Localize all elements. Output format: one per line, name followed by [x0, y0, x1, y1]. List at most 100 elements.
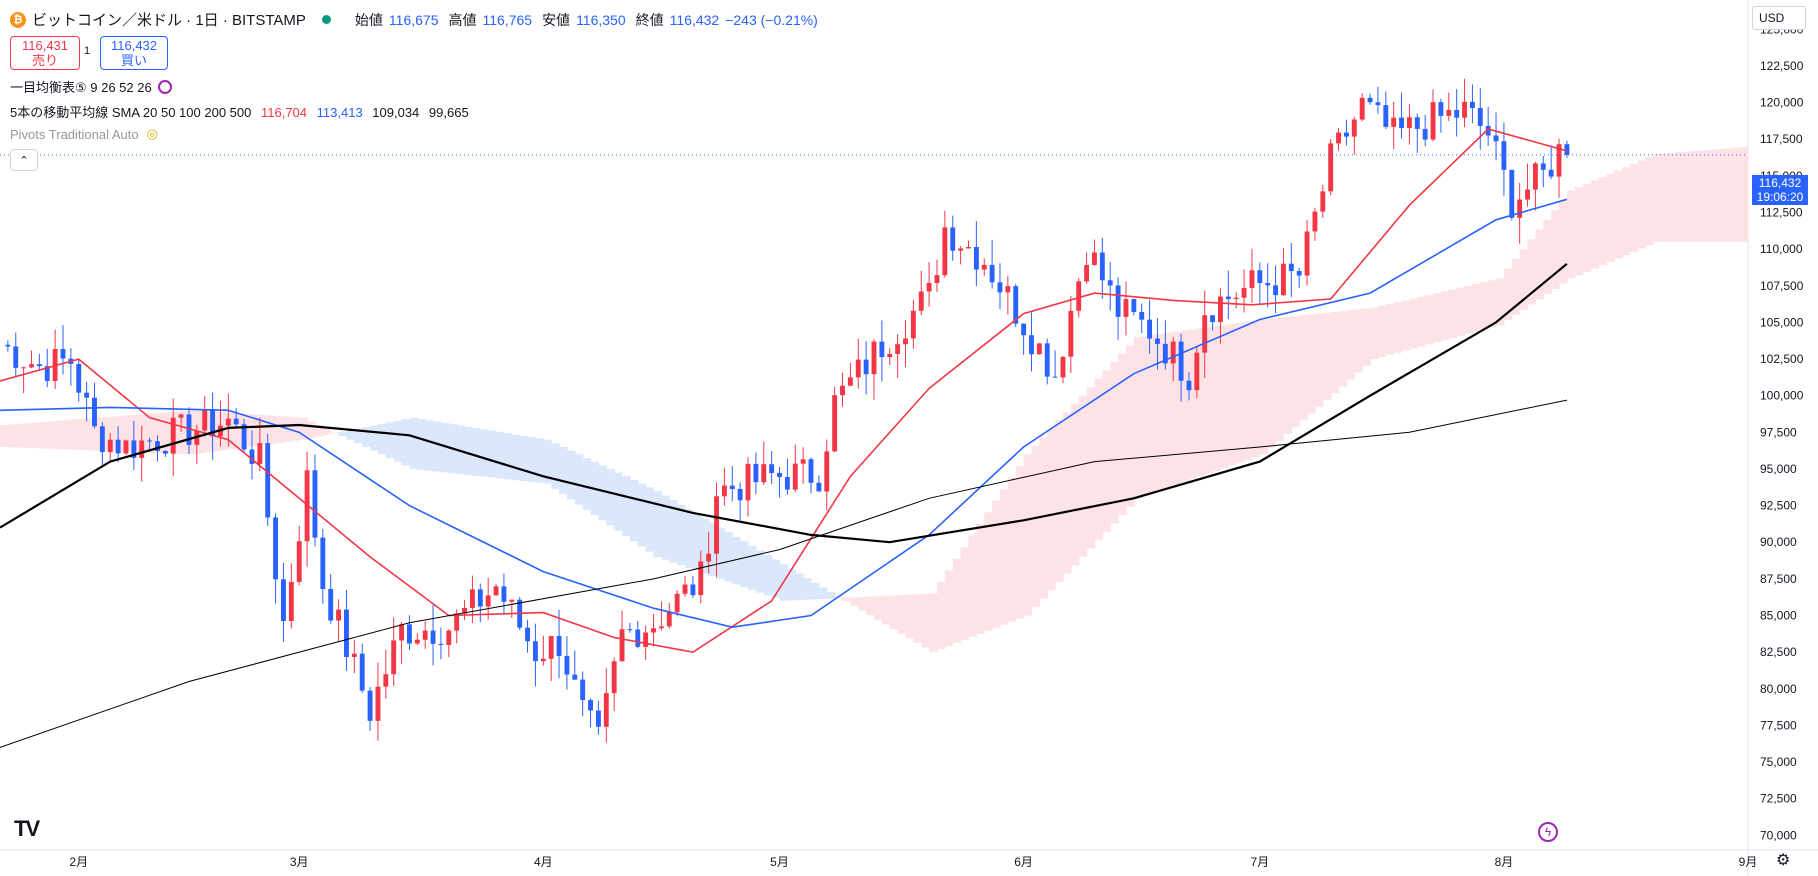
- candle-body: [1328, 143, 1334, 192]
- ichimoku-cloud-segment: [685, 509, 694, 568]
- y-tick-label: 80,000: [1760, 682, 1797, 696]
- y-tick-label: 77,500: [1760, 718, 1797, 732]
- ichimoku-cloud-segment: [905, 594, 914, 639]
- lightning-icon[interactable]: ϟ: [1538, 822, 1558, 842]
- candle-body: [1288, 263, 1294, 272]
- pivots-legend[interactable]: Pivots Traditional Auto ◎: [10, 126, 158, 142]
- ma-value-100: 109,034: [372, 105, 420, 120]
- ichimoku-cloud-segment: [409, 417, 418, 469]
- ichimoku-cloud-segment: [1440, 291, 1450, 341]
- ichimoku-cloud-segment: [1102, 370, 1111, 532]
- candle-body: [1501, 141, 1507, 170]
- candle-body: [1509, 169, 1515, 218]
- candle-body: [1084, 264, 1090, 282]
- ichimoku-cloud-segment: [456, 425, 466, 475]
- candle-body: [910, 310, 916, 339]
- ichimoku-cloud-segment: [1433, 293, 1442, 343]
- candle-body: [981, 264, 987, 270]
- ichimoku-cloud-segment: [1448, 289, 1458, 338]
- candle-body: [1296, 271, 1302, 276]
- ichimoku-cloud-segment: [1472, 283, 1481, 332]
- candle-body: [1233, 297, 1239, 300]
- candle-body: [76, 363, 82, 393]
- candle-body: [532, 641, 538, 662]
- candle-body: [5, 344, 11, 347]
- candle-body: [611, 661, 617, 694]
- low-value: 116,350: [576, 11, 626, 28]
- ichimoku-cloud-segment: [433, 421, 442, 472]
- ichimoku-cloud-segment: [1685, 151, 1694, 242]
- ichimoku-cloud-segment: [86, 418, 96, 451]
- ichimoku-cloud-segment: [1330, 311, 1340, 394]
- ichimoku-cloud-segment: [488, 430, 497, 478]
- y-tick-label: 110,000: [1760, 242, 1803, 256]
- buy-button[interactable]: 116,432 買い: [100, 36, 168, 70]
- candle-body: [509, 599, 515, 602]
- ichimoku-cloud-segment: [511, 434, 521, 481]
- market-status-dot: [321, 15, 331, 24]
- ichimoku-legend[interactable]: 一目均衡表⑤ 9 26 52 26: [10, 77, 172, 96]
- ichimoku-cloud-segment: [708, 523, 718, 577]
- candle-body: [1399, 117, 1404, 128]
- ichimoku-cloud-segment: [669, 500, 678, 563]
- ichimoku-cloud-segment: [1574, 187, 1584, 276]
- candle-body: [155, 441, 160, 451]
- ichimoku-cloud-segment: [1590, 180, 1599, 269]
- ichimoku-cloud-segment: [251, 414, 261, 446]
- ichimoku-cloud-segment: [23, 423, 33, 448]
- x-tick-label: 9月: [1739, 855, 1758, 869]
- y-tick-label: 82,500: [1760, 645, 1797, 659]
- candle-body: [44, 366, 50, 381]
- ichimoku-cloud-segment: [496, 431, 505, 479]
- ichimoku-cloud-segment: [425, 420, 434, 471]
- candle-body: [107, 439, 113, 453]
- candle-body: [446, 630, 452, 645]
- ichimoku-cloud-segment: [1346, 310, 1355, 380]
- x-tick-label: 3月: [290, 855, 309, 869]
- sma-line-sma100: [0, 262, 1568, 544]
- candle-body: [430, 630, 436, 644]
- candle-body: [1013, 286, 1019, 324]
- candle-body: [273, 517, 279, 580]
- candle-body: [1186, 380, 1192, 391]
- ichimoku-cloud-segment: [173, 411, 182, 454]
- symbol-title[interactable]: ビットコイン／米ドル · 1日 · BITSTAMP: [32, 12, 306, 29]
- hidden-eye-icon[interactable]: ◎: [146, 126, 158, 141]
- y-tick-label: 112,500: [1760, 206, 1803, 220]
- candle-body: [1414, 117, 1420, 129]
- ichimoku-cloud-segment: [1196, 328, 1206, 477]
- candle-body: [627, 629, 633, 631]
- ichimoku-cloud-segment: [55, 420, 64, 450]
- candle-body: [328, 588, 334, 621]
- sell-label: 売り: [31, 53, 58, 68]
- ichimoku-cloud-segment: [724, 532, 733, 582]
- ichimoku-cloud-segment: [275, 416, 285, 443]
- ichimoku-cloud-segment: [1700, 150, 1710, 242]
- last-price-value: 116,432: [1758, 176, 1802, 190]
- ichimoku-cloud-segment: [70, 419, 80, 450]
- ma-value-20: 116,704: [260, 105, 308, 120]
- candle-body: [816, 482, 822, 492]
- ichimoku-cloud-segment: [1118, 353, 1127, 516]
- ichimoku-cloud-segment: [929, 593, 938, 653]
- ichimoku-cloud-segment: [677, 504, 686, 566]
- candle-body: [840, 385, 845, 396]
- sma-line-sma20: [0, 128, 1568, 654]
- sell-button[interactable]: 116,431 売り: [10, 36, 80, 70]
- candle-body: [674, 593, 680, 613]
- ma-legend[interactable]: 5本の移動平均線 SMA 20 50 100 200 500 116,704 1…: [10, 102, 475, 121]
- candle-body: [123, 440, 129, 454]
- ichimoku-cloud-segment: [1299, 315, 1308, 421]
- currency-selector[interactable]: USD: [1752, 6, 1806, 30]
- collapse-legend-button[interactable]: ⌃: [10, 149, 38, 171]
- gear-icon[interactable]: ⚙: [1776, 852, 1791, 869]
- ichimoku-cloud-segment: [519, 435, 529, 482]
- tradingview-logo[interactable]: TV: [14, 816, 40, 841]
- ichimoku-cloud-segment: [1724, 148, 1733, 242]
- candle-body: [162, 450, 168, 454]
- ichimoku-cloud-segment: [1307, 314, 1316, 414]
- refresh-icon[interactable]: [157, 79, 172, 94]
- candle-body: [1076, 281, 1082, 311]
- candle-body: [958, 248, 964, 251]
